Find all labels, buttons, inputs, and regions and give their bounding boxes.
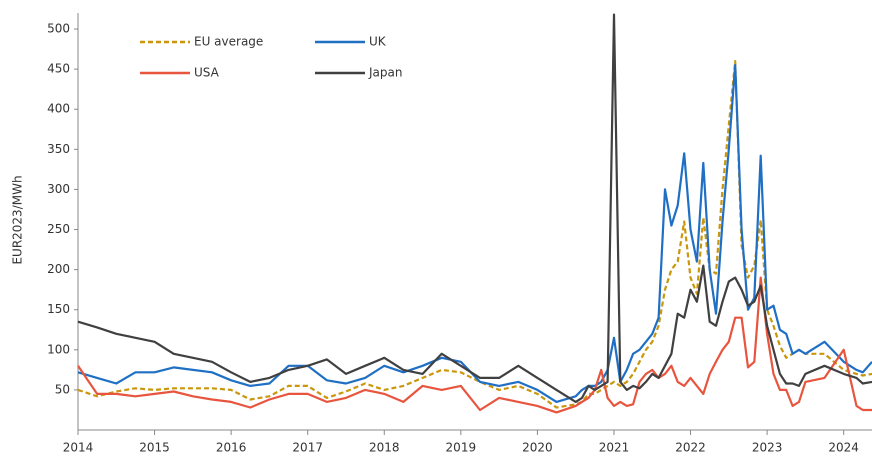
x-tick-label: 2018 [369, 441, 400, 455]
y-tick-label: 450 [47, 62, 70, 76]
x-tick-label: 2021 [599, 441, 630, 455]
legend-label: Japan [368, 66, 402, 80]
x-tick-label: 2023 [752, 441, 783, 455]
y-tick-label: 150 [47, 302, 70, 316]
x-tick-label: 2020 [522, 441, 553, 455]
legend-label: USA [194, 66, 220, 80]
x-tick-label: 2019 [446, 441, 477, 455]
y-tick-label: 500 [47, 22, 70, 36]
series-line [77, 13, 872, 403]
y-tick-label: 100 [47, 342, 70, 356]
x-tick-label: 2016 [216, 441, 247, 455]
y-tick-label: 300 [47, 182, 70, 196]
y-tick-label: 400 [47, 102, 70, 116]
legend-label: EU average [194, 35, 263, 49]
y-tick-label: 50 [55, 382, 70, 396]
series-line [77, 60, 872, 409]
y-tick-label: 200 [47, 262, 70, 276]
y-tick-label: 350 [47, 142, 70, 156]
x-tick-label: 2022 [675, 441, 706, 455]
y-axis-label: EUR2023/MWh [11, 175, 25, 264]
x-tick-label: 2015 [139, 441, 170, 455]
series-line [77, 276, 872, 414]
series-line [77, 63, 872, 403]
x-tick-label: 2017 [292, 441, 323, 455]
legend-label: UK [369, 35, 387, 49]
y-tick-label: 250 [47, 222, 70, 236]
x-tick-label: 2014 [63, 441, 94, 455]
x-tick-label: 2024 [828, 441, 859, 455]
